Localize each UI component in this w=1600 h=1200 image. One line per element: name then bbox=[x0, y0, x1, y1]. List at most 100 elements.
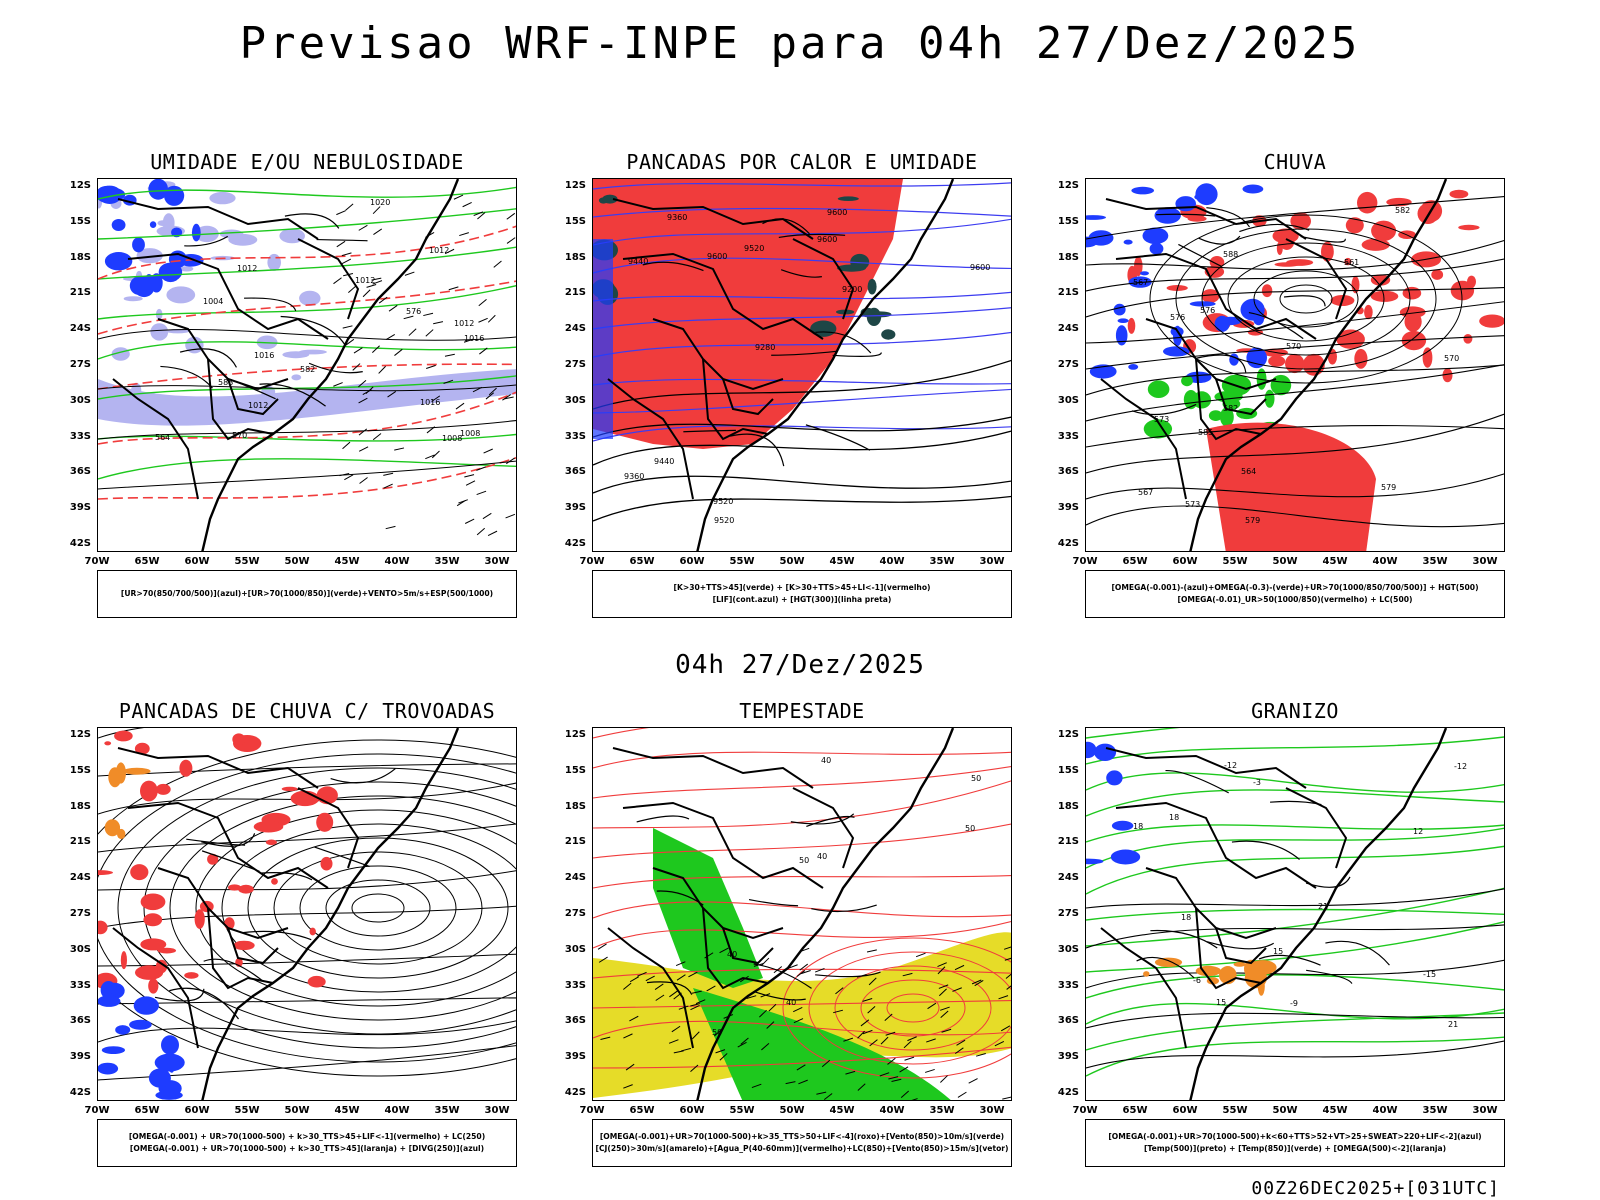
lon-tick-label: 30W bbox=[1472, 556, 1498, 567]
lon-tick-label: 55W bbox=[1222, 556, 1248, 567]
lon-tick-label: 45W bbox=[1322, 556, 1348, 567]
lon-tick-label: 30W bbox=[1472, 1105, 1498, 1116]
contour-label: 579 bbox=[1381, 483, 1396, 492]
contour-label: 9600 bbox=[817, 235, 837, 244]
contour-label: 9520 bbox=[744, 244, 764, 253]
contour-label: 567 bbox=[1133, 278, 1148, 287]
contour-label: 15 bbox=[1216, 998, 1226, 1007]
lon-tick-label: 60W bbox=[679, 1105, 705, 1116]
contour-label: 9200 bbox=[842, 285, 862, 294]
lon-tick-label: 60W bbox=[679, 556, 705, 567]
panel-title: PANCADAS DE CHUVA C/ TROVOADAS bbox=[118, 699, 496, 723]
contour-label: 1016 bbox=[420, 398, 440, 407]
legend-line: [K>30+TTS>45](verde) + [K>30+TTS>45+LI<-… bbox=[673, 583, 931, 592]
lat-tick-label: 36S bbox=[564, 1015, 586, 1027]
contour-label: 570 bbox=[232, 431, 247, 440]
lat-tick-label: 27S bbox=[1057, 908, 1079, 919]
lat-tick-label: 42S bbox=[1057, 1087, 1079, 1098]
lat-tick-label: 12S bbox=[69, 729, 91, 740]
contour-label: 573 bbox=[1154, 415, 1169, 424]
legend-line: [OMEGA(-0.001)+UR>70(1000-500)+k<60+TTS>… bbox=[1108, 1132, 1482, 1141]
panel-legend: [K>30+TTS>45](verde) + [K>30+TTS>45+LI<-… bbox=[592, 570, 1012, 618]
lon-tick-label: 30W bbox=[484, 556, 510, 567]
contour-label: 582 bbox=[1223, 404, 1238, 413]
legend-line: [UR>70(850/700/500)](azul)+[UR>70(1000/8… bbox=[120, 589, 494, 598]
lat-tick-label: 27S bbox=[69, 908, 91, 919]
contour-label: 9440 bbox=[654, 457, 674, 466]
legend-line: [Temp(500)](preto) + [Temp(850)](verde) … bbox=[1143, 1144, 1447, 1153]
lon-tick-label: 65W bbox=[1122, 556, 1148, 567]
lon-tick-label: 50W bbox=[284, 556, 310, 567]
lat-tick-label: 12S bbox=[564, 180, 586, 191]
panel-legend: [OMEGA(-0.001)+UR>70(1000-500)+k>35_TTS>… bbox=[592, 1119, 1012, 1167]
contour-label: 40 bbox=[727, 950, 737, 959]
lat-tick-label: 15S bbox=[69, 215, 91, 227]
lat-tick-label: 30S bbox=[564, 943, 586, 955]
map-svg: 50 40 50 40 50 40 50 40 bbox=[593, 728, 1011, 1100]
lon-tick-label: 50W bbox=[1272, 1105, 1298, 1116]
legend-line: [OMEGA(-0.001)-(azul)+OMEGA(-0.3)-(verde… bbox=[1111, 583, 1479, 592]
contour-label: 9360 bbox=[624, 472, 644, 481]
contour-label: -12 bbox=[1454, 762, 1467, 771]
lat-tick-label: 12S bbox=[564, 729, 586, 740]
lat-tick-label: 33S bbox=[1057, 430, 1079, 442]
map-plot: 9600 9600 9600 9520 9520 9440 9360 9280 9200 9600… bbox=[592, 178, 1012, 552]
lat-tick-label: 24S bbox=[69, 323, 91, 335]
panel-title: PANCADAS POR CALOR E UMIDADE bbox=[626, 150, 978, 174]
lat-tick-label: 42S bbox=[69, 1087, 91, 1098]
map-plot: -9 -6 -12 -12 -15 -3 15 18 21 12 15 18 21 18 bbox=[1085, 727, 1505, 1101]
lat-tick-label: 39S bbox=[564, 1051, 586, 1063]
panel-title: TEMPESTADE bbox=[739, 699, 865, 723]
contour-label: 1020 bbox=[370, 198, 390, 207]
lat-tick-label: 21S bbox=[69, 287, 91, 299]
lat-tick-label: 21S bbox=[564, 287, 586, 299]
contour-label: 9600 bbox=[970, 263, 990, 272]
panel-legend: [OMEGA(-0.001)+UR>70(1000-500)+k<60+TTS>… bbox=[1085, 1119, 1505, 1167]
lat-tick-label: 15S bbox=[564, 764, 586, 776]
lon-tick-label: 45W bbox=[829, 556, 855, 567]
map-svg bbox=[98, 728, 516, 1100]
legend-line: [CJ(250)>30m/s](amarelo)+[Agua_P(40-60mm… bbox=[595, 1144, 1009, 1153]
lat-tick-label: 39S bbox=[1057, 502, 1079, 514]
map-svg: 1012 1012 1012 1016 1016 1008 1012 1020 1008 1012… bbox=[98, 179, 516, 551]
lon-tick-label: 35W bbox=[929, 556, 955, 567]
contour-label: 585 bbox=[1198, 428, 1213, 437]
lat-tick-label: 15S bbox=[69, 764, 91, 776]
lat-tick-label: 21S bbox=[69, 836, 91, 848]
contour-label: 9520 bbox=[714, 516, 734, 525]
contour-label: 15 bbox=[1273, 947, 1283, 956]
contour-label: 564 bbox=[1241, 467, 1256, 476]
panel-legend: [OMEGA(-0.001)-(azul)+OMEGA(-0.3)-(verde… bbox=[1085, 570, 1505, 618]
lat-tick-label: 42S bbox=[564, 538, 586, 549]
contour-label: 576 bbox=[1200, 306, 1215, 315]
lat-tick-label: 18S bbox=[69, 251, 91, 263]
lat-tick-label: 15S bbox=[1057, 215, 1079, 227]
lon-tick-label: 50W bbox=[284, 1105, 310, 1116]
lat-tick-label: 18S bbox=[1057, 251, 1079, 263]
contour-label: 18 bbox=[1169, 813, 1179, 822]
lat-tick-label: 30S bbox=[564, 394, 586, 406]
lat-tick-label: 30S bbox=[1057, 943, 1079, 955]
lat-tick-label: 39S bbox=[69, 1051, 91, 1063]
lon-tick-label: 40W bbox=[1372, 556, 1398, 567]
lat-tick-label: 36S bbox=[1057, 1015, 1079, 1027]
contour-label: 1012 bbox=[248, 401, 268, 410]
lat-tick-label: 39S bbox=[1057, 1051, 1079, 1063]
map-plot: 1012 1012 1012 1016 1016 1008 1012 1020 1008 1012… bbox=[97, 178, 517, 552]
contour-label: 40 bbox=[821, 756, 831, 765]
lat-tick-label: 39S bbox=[564, 502, 586, 514]
lon-tick-label: 40W bbox=[879, 556, 905, 567]
contour-label: 570 bbox=[1286, 342, 1301, 351]
contour-label: 1016 bbox=[464, 334, 484, 343]
lat-tick-label: 30S bbox=[1057, 394, 1079, 406]
contour-label: 582 bbox=[1395, 206, 1410, 215]
lon-tick-label: 40W bbox=[1372, 1105, 1398, 1116]
contour-label: 1012 bbox=[454, 319, 474, 328]
lat-tick-label: 36S bbox=[69, 466, 91, 478]
run-info: 00Z26DEC2025+[031UTC] bbox=[1251, 1178, 1500, 1199]
contour-label: 50 bbox=[712, 1028, 722, 1037]
contour-label: 1004 bbox=[203, 297, 223, 306]
lat-tick-label: 15S bbox=[564, 215, 586, 227]
lon-tick-label: 45W bbox=[334, 556, 360, 567]
contour-label: -3 bbox=[1253, 778, 1261, 787]
